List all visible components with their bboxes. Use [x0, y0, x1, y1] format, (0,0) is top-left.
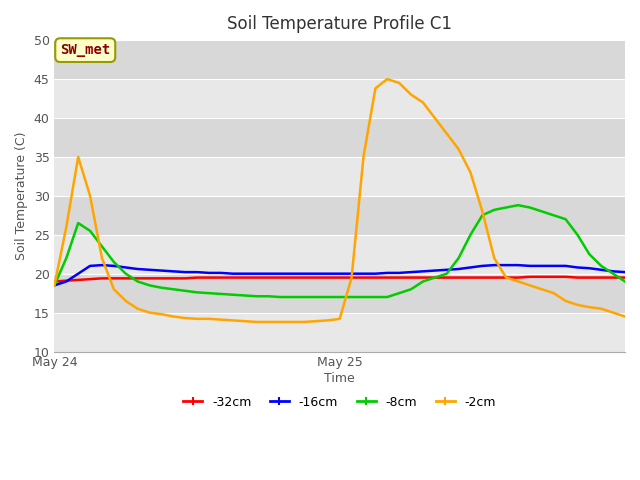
Y-axis label: Soil Temperature (C): Soil Temperature (C): [15, 132, 28, 260]
Legend: -32cm, -16cm, -8cm, -2cm: -32cm, -16cm, -8cm, -2cm: [178, 391, 501, 414]
Bar: [54, 79, 625, 118]
Bar: [54, 235, 625, 274]
Bar: [54, 118, 625, 157]
Text: SW_met: SW_met: [60, 43, 110, 57]
X-axis label: Time: Time: [324, 372, 355, 385]
Bar: [54, 312, 625, 351]
Bar: [54, 157, 625, 196]
Bar: [54, 40, 625, 79]
Bar: [54, 274, 625, 312]
Bar: [54, 196, 625, 235]
Title: Soil Temperature Profile C1: Soil Temperature Profile C1: [227, 15, 452, 33]
